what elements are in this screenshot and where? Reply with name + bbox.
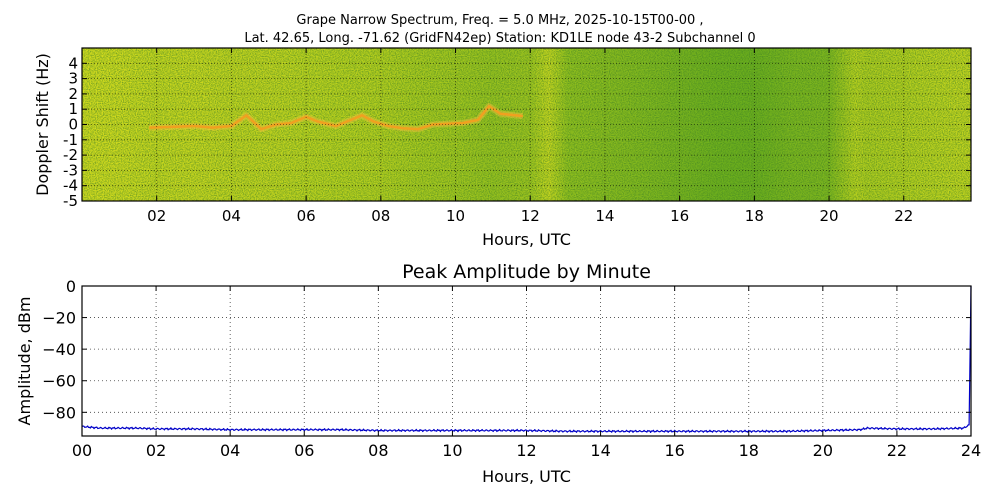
amplitude-x-tick-label: 22: [887, 441, 907, 460]
spectrogram-gridlines: [82, 48, 971, 201]
amplitude-x-tick-label: 24: [961, 441, 981, 460]
amplitude-x-ticks: 00 02 04 06 08 10 12 14 16 18 20 22 24: [72, 286, 981, 460]
spectrogram-x-tick-label: 08: [371, 207, 390, 225]
amplitude-y-tick-label: −20: [42, 309, 76, 328]
amplitude-panel: Peak Amplitude by Minute 00 02 04 06 08 10 12 1…: [15, 261, 981, 486]
spectrogram-y-tick-label: 2: [68, 85, 78, 103]
spectrogram-y-tick-label: -1: [63, 131, 78, 149]
spectrogram-y-tick-label: 3: [68, 70, 78, 88]
spectrogram-x-tick-label: 16: [670, 207, 689, 225]
amplitude-y-axis-label: Amplitude, dBm: [15, 297, 34, 426]
spectrogram-y-tick-label: -4: [63, 177, 78, 195]
spectrogram-x-tick-label: 06: [297, 207, 316, 225]
doppler-trace: [149, 104, 523, 131]
amplitude-x-tick-label: 20: [813, 441, 833, 460]
amplitude-x-tick-label: 02: [146, 441, 166, 460]
amplitude-x-tick-label: 16: [664, 441, 684, 460]
spectrogram-y-tick-label: -3: [63, 161, 78, 179]
amplitude-x-tick-label: 18: [739, 441, 759, 460]
spectrogram-y-axis-label: Doppler Shift (Hz): [33, 53, 52, 196]
spectrogram-x-tick-label: 22: [894, 207, 913, 225]
spectrogram-x-tick-label: 14: [595, 207, 614, 225]
spectrogram-x-tick-label: 12: [521, 207, 540, 225]
amplitude-y-tick-label: 0: [66, 277, 76, 296]
spectrogram-y-tick-label: 0: [68, 116, 78, 134]
spectrogram-x-tick-label: 18: [745, 207, 764, 225]
spectrogram-x-tick-label: 10: [446, 207, 465, 225]
spectrogram-y-tick-label: -5: [63, 192, 78, 210]
amplitude-y-tick-label: −80: [42, 403, 76, 422]
amplitude-x-tick-label: 04: [220, 441, 240, 460]
amplitude-frame: [81, 285, 972, 437]
amplitude-x-tick-label: 14: [590, 441, 610, 460]
spectrogram-x-ticks: 02 04 06 08 10 12 14 16 18 20 22: [147, 48, 913, 225]
figure-title-line2: Lat. 42.65, Long. -71.62 (GridFN42ep) St…: [244, 31, 756, 46]
spectrogram-x-axis-label: Hours, UTC: [482, 230, 571, 249]
amplitude-x-tick-label: 06: [294, 441, 314, 460]
spectrogram-y-tick-label: 4: [68, 54, 78, 72]
amplitude-y-ticks: 0 −20 −40 −60 −80: [42, 277, 971, 422]
spectrogram-x-tick-label: 20: [820, 207, 839, 225]
amplitude-x-tick-label: 12: [516, 441, 536, 460]
spectrogram-x-tick-label: 04: [222, 207, 241, 225]
spectrogram-y-tick-label: -2: [63, 146, 78, 164]
amplitude-series-line: [81, 285, 972, 433]
amplitude-x-tick-label: 10: [442, 441, 462, 460]
figure-title-line1: Grape Narrow Spectrum, Freq. = 5.0 MHz, …: [296, 13, 704, 28]
amplitude-x-tick-label: 08: [368, 441, 388, 460]
amplitude-x-tick-label: 00: [72, 441, 92, 460]
spectrogram-x-tick-label: 02: [147, 207, 166, 225]
amplitude-y-tick-label: −60: [42, 372, 76, 391]
amplitude-y-tick-label: −40: [42, 340, 76, 359]
spectrogram-y-tick-label: 1: [68, 100, 78, 118]
amplitude-gridlines: [81, 285, 972, 436]
amplitude-chart-title: Peak Amplitude by Minute: [402, 261, 651, 283]
amplitude-x-axis-label: Hours, UTC: [482, 467, 571, 486]
